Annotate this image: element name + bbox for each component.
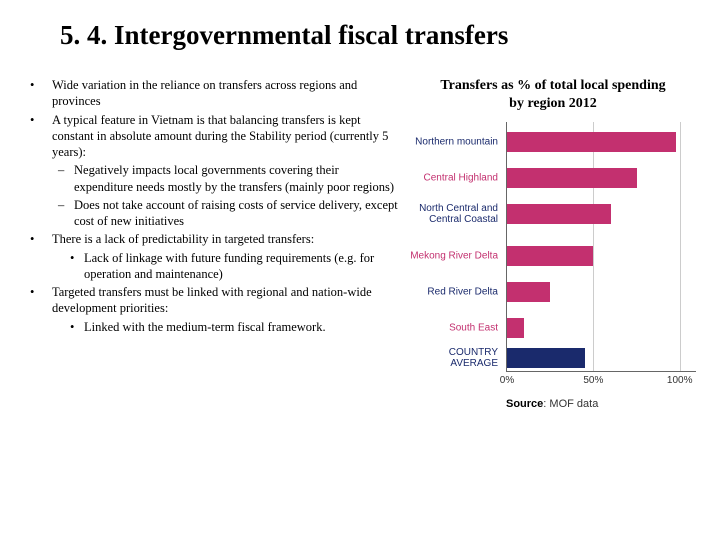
sub-bullet-item: Linked with the medium-term fiscal frame… <box>52 319 400 335</box>
chart-bar-row: North Central and Central Coastal <box>507 204 611 224</box>
chart-category-label: South East <box>407 323 502 334</box>
chart-category-label: Central Highland <box>407 173 502 184</box>
chart-wrap: 0%50%100%Northern mountainCentral Highla… <box>406 122 700 372</box>
chart-bar <box>507 246 593 266</box>
bullet-item: There is a lack of predictability in tar… <box>24 231 400 282</box>
sub-bullet-text: Lack of linkage with future funding requ… <box>84 251 374 281</box>
chart-xtick: 100% <box>667 375 693 386</box>
chart-bar-row: Red River Delta <box>507 282 550 302</box>
bullet-item: Targeted transfers must be linked with r… <box>24 284 400 335</box>
chart-bar <box>507 204 611 224</box>
chart-category-label: Northern mountain <box>407 137 502 148</box>
bullet-text: Targeted transfers must be linked with r… <box>52 285 372 315</box>
sub-bullet-item: Does not take account of raising costs o… <box>52 197 400 230</box>
chart-bar <box>507 348 585 368</box>
sub-bullet-item: Negatively impacts local governments cov… <box>52 162 400 195</box>
slide-title: 5. 4. Intergovernmental fiscal transfers <box>0 0 720 51</box>
chart-source: Source: MOF data <box>506 398 700 410</box>
chart-bar-row: Mekong River Delta <box>507 246 593 266</box>
chart-bar <box>507 282 550 302</box>
chart-plot: 0%50%100%Northern mountainCentral Highla… <box>506 122 696 372</box>
sub-bullet-text: Does not take account of raising costs o… <box>74 198 398 228</box>
source-label: Source <box>506 398 543 410</box>
chart-xtick: 50% <box>583 375 603 386</box>
chart-title-line1: Transfers as % of total local spending <box>440 78 665 93</box>
bullet-text: There is a lack of predictability in tar… <box>52 232 314 246</box>
sub-bullet-item: Lack of linkage with future funding requ… <box>52 250 400 283</box>
bullet-text: A typical feature in Vietnam is that bal… <box>52 113 388 160</box>
chart-xtick: 0% <box>500 375 514 386</box>
chart-gridline <box>593 122 594 371</box>
chart-bar <box>507 132 676 152</box>
chart-category-label: Mekong River Delta <box>407 251 502 262</box>
content-row: Wide variation in the reliance on transf… <box>0 77 720 410</box>
chart-bar <box>507 168 637 188</box>
sub-bullet-text: Negatively impacts local governments cov… <box>74 163 394 193</box>
chart-bar-row: Central Highland <box>507 168 637 188</box>
sub-bullet-text: Linked with the medium-term fiscal frame… <box>84 320 326 334</box>
chart-category-label: Red River Delta <box>407 287 502 298</box>
bullet-item: Wide variation in the reliance on transf… <box>24 77 400 110</box>
chart-bar-row: COUNTRY AVERAGE <box>507 348 585 368</box>
chart-gridline <box>680 122 681 371</box>
chart-category-label: COUNTRY AVERAGE <box>407 347 502 369</box>
bullet-column: Wide variation in the reliance on transf… <box>0 77 400 410</box>
bullet-text: Wide variation in the reliance on transf… <box>52 78 357 108</box>
chart-bar-row: South East <box>507 318 524 338</box>
chart-bar-row: Northern mountain <box>507 132 676 152</box>
chart-bar <box>507 318 524 338</box>
chart-column: Transfers as % of total local spending b… <box>400 77 700 410</box>
source-text: : MOF data <box>543 398 598 410</box>
chart-category-label: North Central and Central Coastal <box>407 203 502 225</box>
chart-title: Transfers as % of total local spending b… <box>406 77 700 112</box>
bullet-item: A typical feature in Vietnam is that bal… <box>24 112 400 230</box>
chart-title-line2: by region 2012 <box>509 96 597 111</box>
